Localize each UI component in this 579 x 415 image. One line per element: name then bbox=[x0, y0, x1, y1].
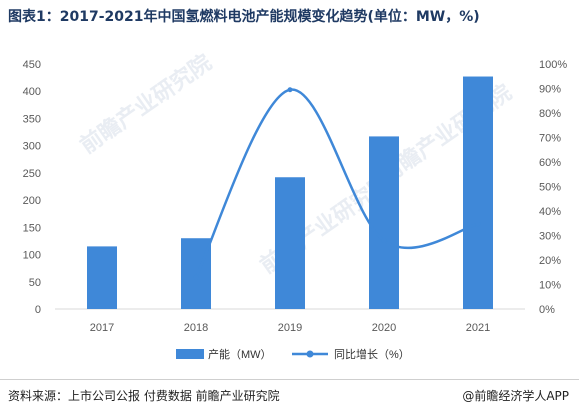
y-left-tick-label: 300 bbox=[23, 141, 41, 153]
bar bbox=[463, 76, 493, 310]
y-right-tick-label: 50% bbox=[539, 182, 561, 194]
legend-swatch-bar bbox=[176, 349, 204, 359]
y-right-tick-label: 0% bbox=[539, 304, 555, 316]
growth-line bbox=[194, 88, 479, 278]
y-left-tick-label: 0 bbox=[35, 304, 41, 316]
x-tick-label: 2021 bbox=[466, 322, 490, 334]
y-right-tick-label: 10% bbox=[539, 280, 561, 292]
x-tick-label: 2018 bbox=[184, 322, 208, 334]
y-right-tick-label: 80% bbox=[539, 108, 561, 120]
x-tick-label: 2020 bbox=[372, 322, 396, 334]
bar bbox=[369, 136, 399, 309]
bar bbox=[87, 246, 117, 309]
x-tick-label: 2019 bbox=[278, 322, 302, 334]
y-left-tick-label: 100 bbox=[23, 250, 41, 262]
chart-title: 图表1：2017-2021年中国氢燃料电池产能规模变化趋势(单位：MW，%) bbox=[8, 9, 480, 25]
y-left-tick-label: 250 bbox=[23, 168, 41, 180]
y-left-tick-label: 200 bbox=[23, 195, 41, 207]
y-right-tick-label: 40% bbox=[539, 206, 561, 218]
y-left-tick-label: 450 bbox=[23, 59, 41, 71]
bar-series bbox=[87, 76, 493, 310]
growth-point bbox=[193, 274, 199, 280]
line-series bbox=[193, 87, 481, 280]
y-left-tick-label: 50 bbox=[29, 277, 41, 289]
y-left-tick-label: 400 bbox=[23, 86, 41, 98]
y-left-tick-label: 350 bbox=[23, 113, 41, 125]
legend-swatch-marker bbox=[306, 350, 314, 358]
growth-point bbox=[475, 221, 481, 227]
footer-divider bbox=[0, 379, 579, 380]
source-note: 资料来源：上市公司公报 付费数据 前瞻产业研究院 bbox=[8, 389, 280, 403]
y-left-tick-label: 150 bbox=[23, 222, 41, 234]
watermark-text: 前瞻产业研究院 bbox=[75, 49, 216, 159]
bar bbox=[275, 177, 305, 309]
y-right-tick-label: 20% bbox=[539, 255, 561, 267]
y-right-tick-label: 70% bbox=[539, 133, 561, 145]
brand-credit: @前瞻经济学人APP bbox=[462, 389, 569, 403]
y-right-tick-label: 60% bbox=[539, 157, 561, 169]
y-right-tick-label: 30% bbox=[539, 231, 561, 243]
legend: 产能（MW） 同比增长（%） bbox=[176, 347, 410, 361]
growth-point bbox=[381, 238, 387, 244]
y-right-tick-label: 90% bbox=[539, 84, 561, 96]
growth-point bbox=[287, 87, 293, 93]
legend-label-line: 同比增长（%） bbox=[334, 347, 410, 361]
legend-label-bar: 产能（MW） bbox=[208, 347, 272, 361]
x-tick-label: 2017 bbox=[90, 322, 114, 334]
y-right-tick-label: 100% bbox=[539, 59, 567, 71]
